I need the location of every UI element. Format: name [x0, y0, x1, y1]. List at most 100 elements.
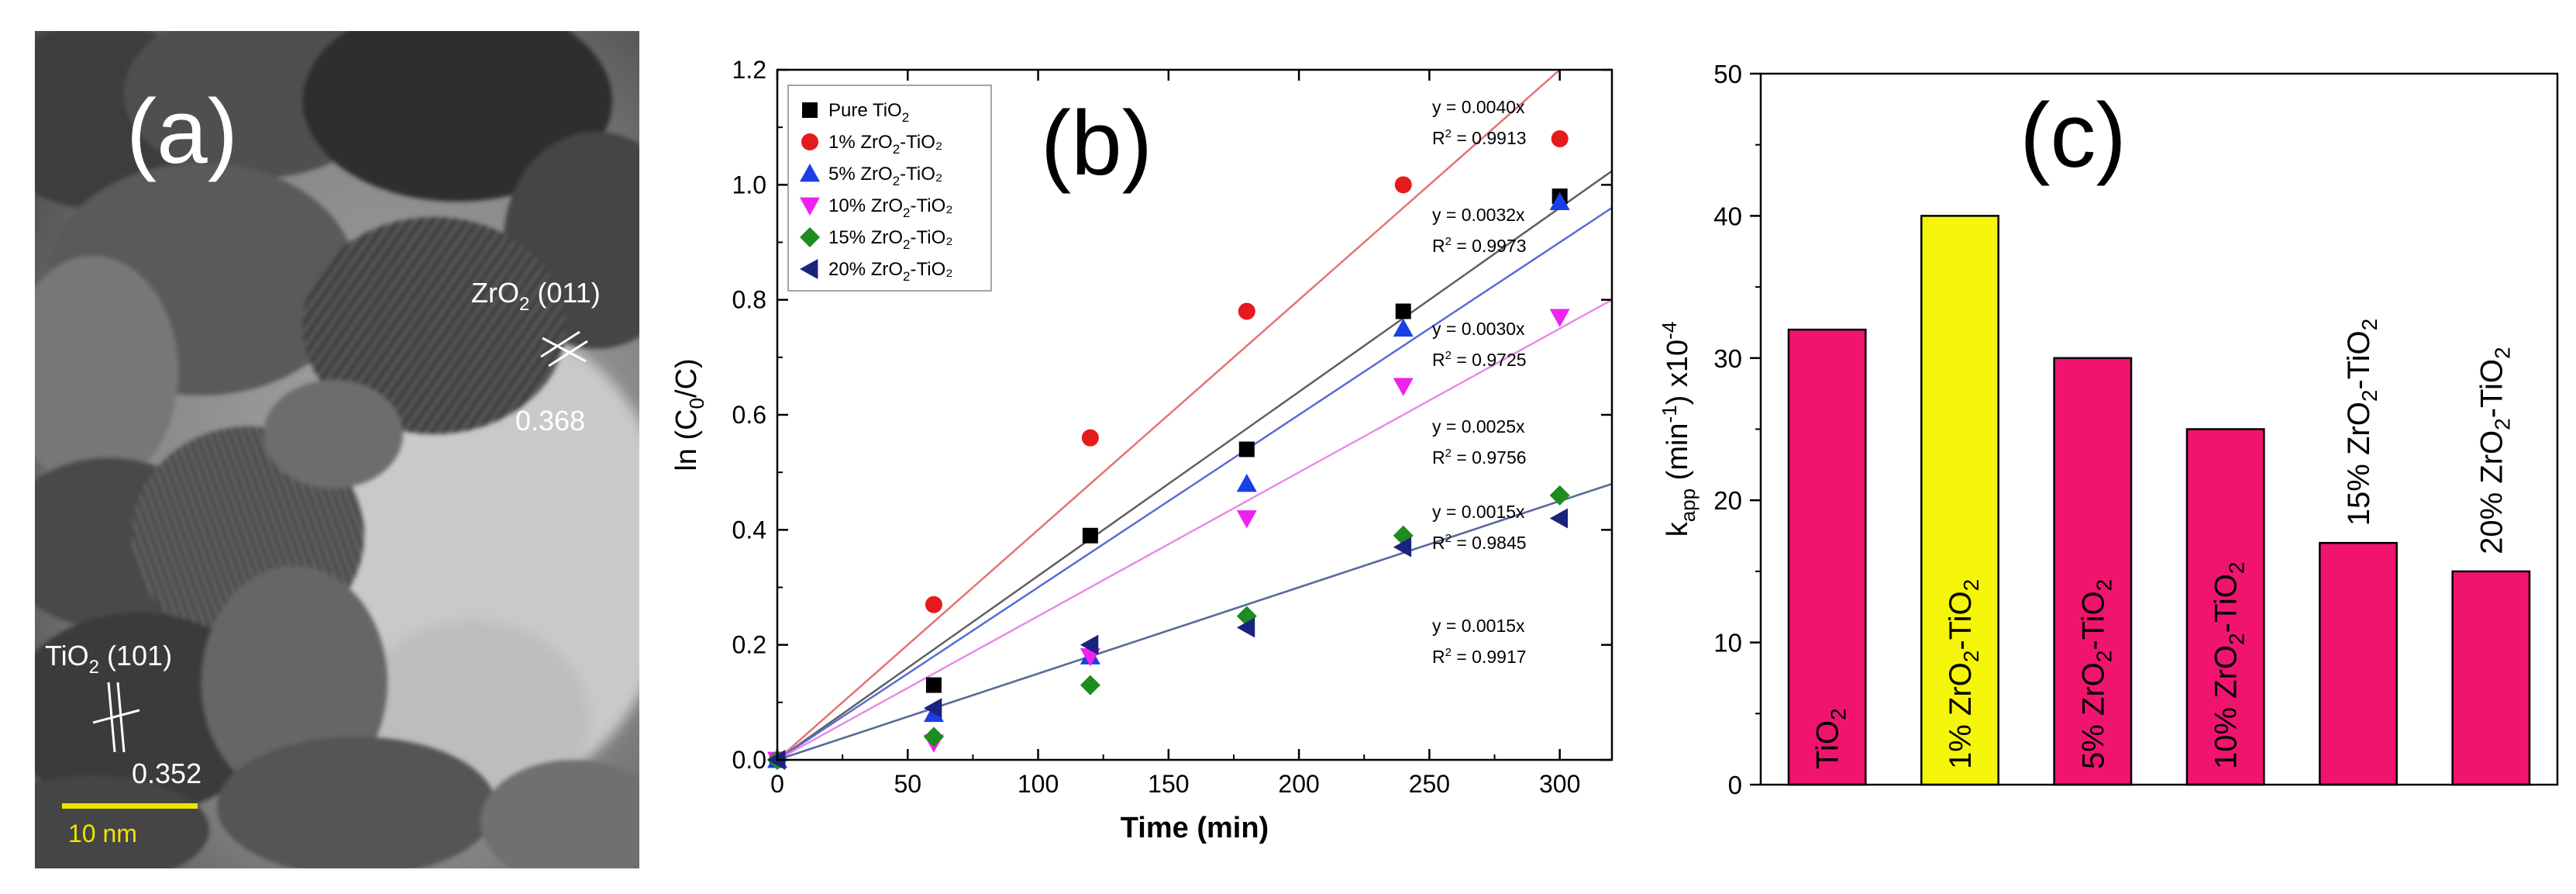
x-tick-label: 0 [770, 770, 784, 798]
scale-bar [62, 803, 198, 809]
fit-equation-0: y = 0.0032x [1432, 205, 1525, 225]
data-point-s3-4 [1393, 378, 1414, 396]
y-tick-label: 40 [1713, 202, 1742, 230]
data-point-s5-1 [923, 698, 942, 719]
bar-1 [1920, 215, 1999, 786]
y-axis-label: ln (C0/C) [670, 358, 708, 471]
bar-4 [2319, 541, 2398, 786]
data-point-s0-3 [1238, 441, 1255, 457]
rate-constant-bar-panel: (c) TiO2 1% ZrO2-TiO2 5% ZrO2-TiO2 10% ZrO2… [1658, 60, 2559, 799]
data-point-s0-2 [1082, 527, 1098, 544]
legend-label-1: 1% ZrO2-TiO₂ [828, 132, 942, 157]
kinetics-plot-panel: (b) 0 50 100 150 200 250 300 0.0 0.2 0.4 0.6 0.8 1.0… [670, 56, 1613, 844]
scale-bar-label: 10 nm [68, 820, 137, 847]
data-point-s1-2 [1081, 429, 1099, 447]
fit-r2-2: R2 = 0.9725 [1432, 349, 1527, 370]
tem-micrograph-panel: (a) ZrO2 (011) 0.368 TiO2 (101) 0.352 10… [35, 31, 639, 868]
data-point-s4-2 [1080, 675, 1100, 696]
data-point-s0-4 [1395, 303, 1411, 319]
y-tick-label: 20 [1713, 486, 1742, 515]
panel-b-label: (b) [1041, 92, 1152, 195]
fit-r2-1: R2 = 0.9913 [1432, 127, 1527, 148]
data-point-s4-5 [1549, 485, 1570, 506]
zro2-spacing-value: 0.368 [515, 405, 585, 437]
panel-a-label: (a) [126, 81, 238, 183]
x-axis-label: Time (min) [1121, 812, 1269, 844]
bar-5 [2451, 570, 2531, 786]
fit-equation-4: y = 0.0015x [1432, 502, 1525, 522]
y-tick-label: 10 [1713, 629, 1742, 658]
bar-0 [1787, 328, 1867, 786]
y-tick-label: 0.6 [732, 401, 766, 429]
data-point-s5-0 [767, 750, 786, 770]
y-tick-label: 0 [1728, 771, 1742, 799]
y-tick-label: 1.0 [732, 171, 766, 198]
legend-marker-4 [800, 227, 820, 247]
fit-equation-1: y = 0.0040x [1432, 97, 1525, 117]
bar-label-2: 5% ZrO2-TiO2 [2076, 579, 2116, 769]
fit-line-2 [777, 206, 1612, 760]
fit-r2-5: R2 = 0.9917 [1432, 646, 1527, 667]
x-tick-label: 250 [1409, 770, 1450, 798]
legend: Pure TiO2 1% ZrO2-TiO₂ 5% ZrO2-TiO₂ 10% ZrO… [787, 85, 992, 292]
tio2-spacing-value: 0.352 [132, 758, 201, 789]
fit-equation-2: y = 0.0030x [1432, 319, 1525, 339]
fit-line-5 [777, 482, 1612, 760]
x-tick-label: 50 [894, 770, 921, 798]
legend-label-0: Pure TiO2 [828, 100, 909, 125]
legend-marker-5 [800, 259, 818, 279]
fit-equation-3: y = 0.0025x [1432, 416, 1525, 437]
x-tick-label: 200 [1278, 770, 1319, 798]
y-tick-label: 50 [1713, 60, 1742, 88]
fit-r2-0: R2 = 0.9973 [1432, 235, 1527, 256]
legend-box [787, 85, 992, 292]
y-tick-label: 0.0 [732, 746, 766, 774]
y-axis-label: kapp (min-1) x10-4 [1658, 322, 1700, 537]
fit-r2-4: R2 = 0.9845 [1432, 532, 1527, 553]
zro2-lattice-marker [540, 330, 588, 368]
zro2-plane-label: ZrO2 (011) [471, 277, 601, 315]
tem-image [35, 31, 639, 868]
y-tick-label: 30 [1713, 344, 1742, 373]
x-tick-label: 150 [1148, 770, 1189, 798]
fit-r2-3: R2 = 0.9756 [1432, 447, 1527, 468]
y-tick-label: 0.2 [732, 631, 766, 659]
bar-label-1: 1% ZrO2-TiO2 [1944, 579, 1983, 769]
data-point-s0-1 [925, 677, 942, 693]
legend-marker-3 [800, 197, 820, 216]
legend-marker-0 [802, 102, 818, 118]
bar-label-0: TiO2 [1811, 708, 1851, 769]
fit-line-1 [777, 70, 1562, 760]
fit-line-0 [777, 170, 1612, 760]
data-point-s1-1 [925, 595, 942, 613]
tio2-plane-label: TiO2 (101) [45, 640, 172, 678]
fit-line-3 [777, 299, 1612, 760]
data-point-s3-5 [1549, 309, 1570, 327]
legend-marker-1 [801, 133, 818, 150]
bar-2 [2053, 357, 2133, 786]
data-point-s2-4 [1393, 318, 1414, 337]
data-point-s5-5 [1549, 508, 1569, 529]
panel-c-label: (c) [2020, 85, 2127, 187]
bar-label-4: 15% ZrO2-TiO2 [2342, 319, 2381, 526]
data-point-s4-1 [923, 727, 944, 747]
data-point-s3-3 [1236, 510, 1257, 529]
fit-equation-5: y = 0.0015x [1432, 616, 1525, 636]
legend-marker-2 [800, 164, 820, 182]
legend-label-4: 15% ZrO2-TiO₂ [828, 227, 953, 252]
data-point-s1-3 [1238, 302, 1255, 320]
y-tick-label: 0.4 [732, 516, 766, 544]
legend-label-3: 10% ZrO2-TiO₂ [828, 195, 953, 220]
data-point-s1-5 [1551, 130, 1569, 147]
y-tick-label: 1.2 [732, 56, 766, 84]
legend-label-5: 20% ZrO2-TiO₂ [828, 259, 953, 284]
y-tick-label: 0.8 [732, 286, 766, 314]
data-point-s5-3 [1236, 617, 1255, 638]
data-point-s5-4 [1393, 537, 1412, 557]
x-tick-label: 300 [1539, 770, 1580, 798]
bar-label-3: 10% ZrO2-TiO2 [2209, 562, 2249, 769]
legend-label-2: 5% ZrO2-TiO₂ [828, 164, 942, 188]
data-point-s1-4 [1394, 176, 1412, 194]
fit-lines [777, 70, 1612, 760]
